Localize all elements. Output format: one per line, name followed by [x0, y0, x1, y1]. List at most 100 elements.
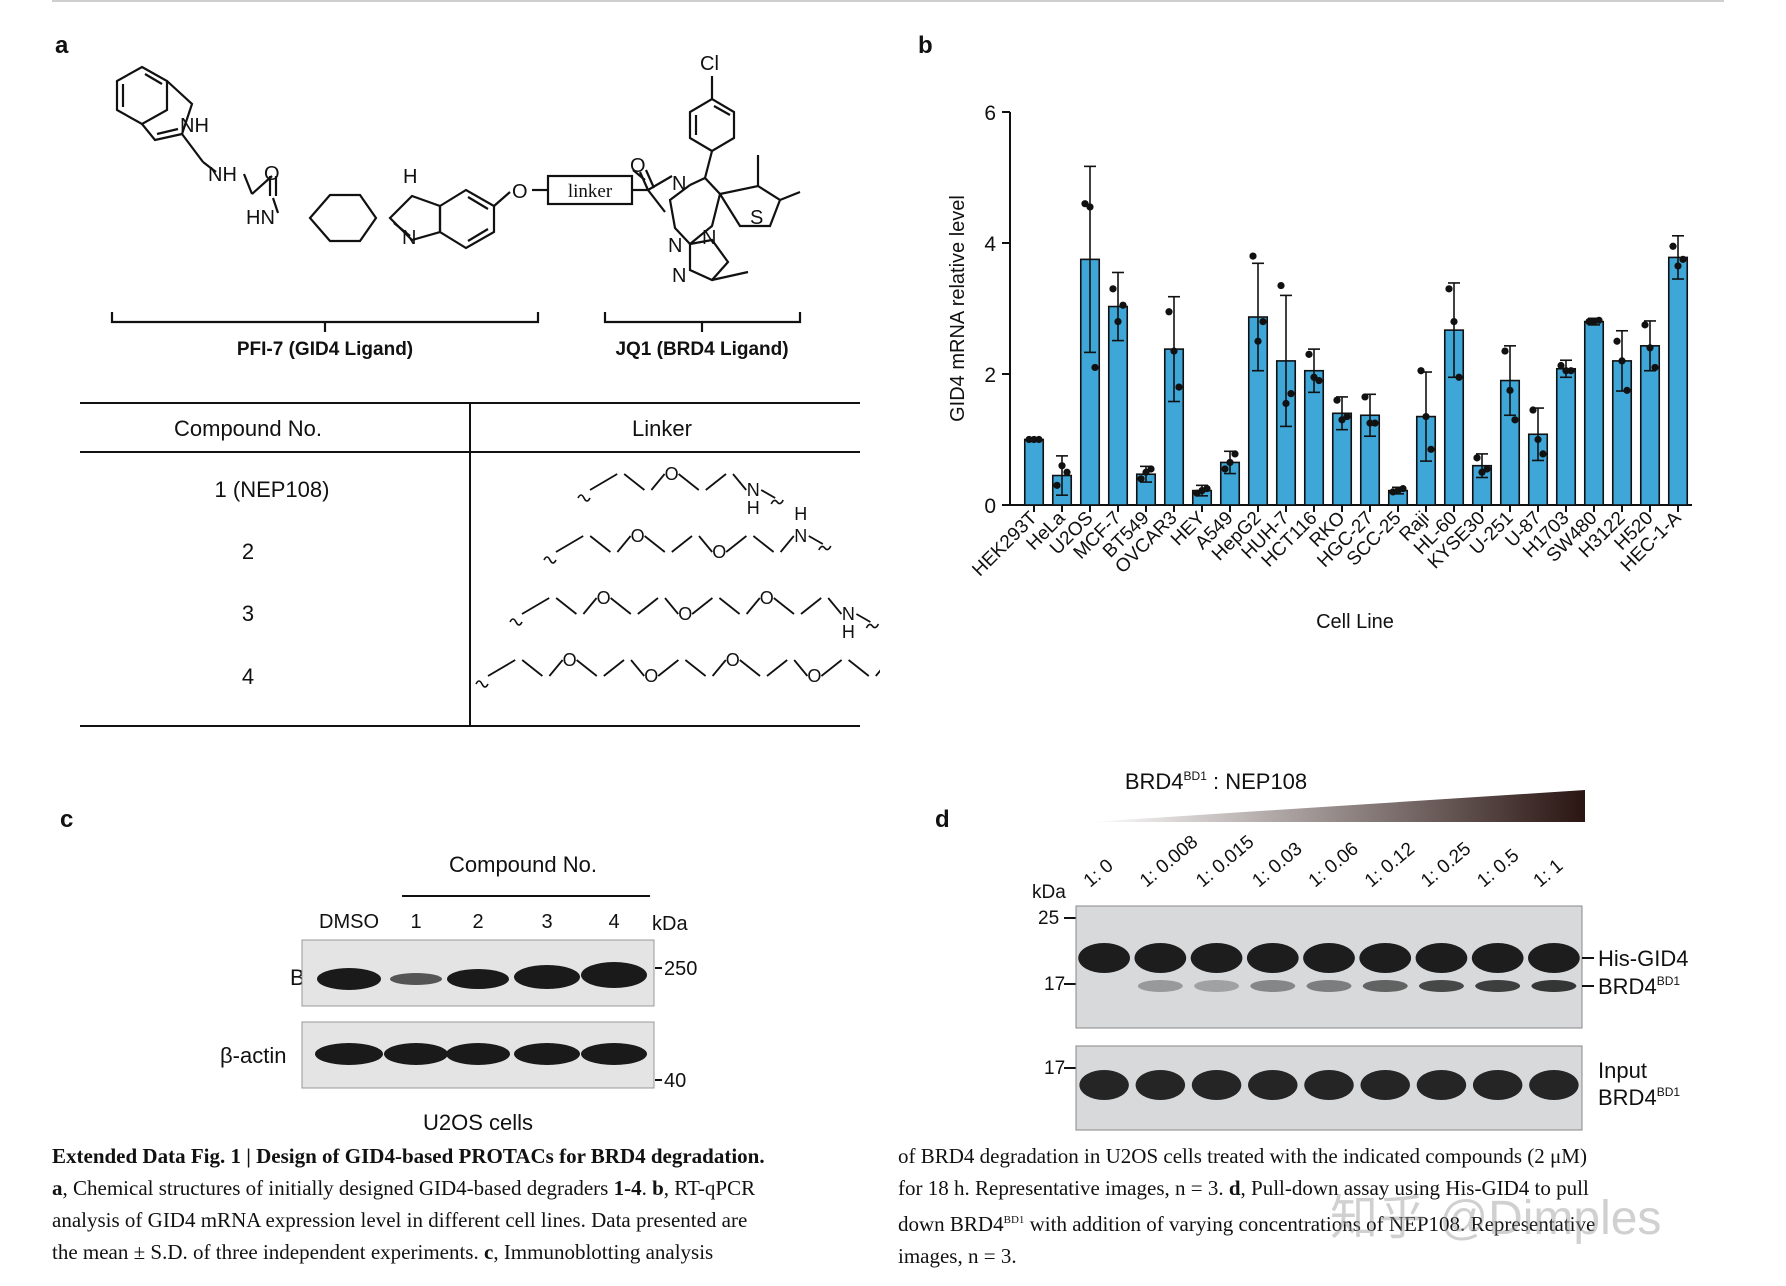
linker-bond: [664, 597, 679, 615]
ratio-label-7: 1: 0.25: [1417, 838, 1475, 891]
band-brd4-bd1-2: [1137, 980, 1183, 992]
band-input-8: [1472, 1070, 1523, 1100]
marker-d-17: 17: [1044, 974, 1065, 995]
point-H520-3: [1651, 363, 1659, 372]
linker-bond: [616, 535, 632, 553]
linker-text: linker: [568, 181, 613, 202]
point-OVCAR3-3: [1175, 383, 1183, 391]
linker-oxygen: O: [563, 650, 577, 670]
caption-right-concentrations: with addition of varying concentrations …: [1024, 1212, 1596, 1236]
ratio-label-1: 1: 0: [1080, 855, 1118, 891]
caption-left-rtqpcr: , RT-qPCR: [663, 1176, 756, 1200]
point-HEC-1-A-1: [1669, 242, 1677, 250]
band-brd4-bd1-6: [1362, 980, 1408, 992]
band-his-gid4-9: [1528, 943, 1580, 973]
point-U-87-3: [1539, 450, 1547, 458]
linker-bond: [691, 597, 713, 615]
lane-3: 3: [541, 911, 552, 933]
linker-oxygen: O: [807, 666, 821, 686]
linker-wavy-end-2: [818, 545, 832, 551]
caption-left-line1: , Chemical structures of initially desig…: [62, 1176, 614, 1200]
kda-label-c: kDa: [652, 913, 688, 935]
point-HUH-7-2: [1282, 399, 1290, 408]
label-input-brd4-sup: BD1: [1657, 1085, 1681, 1099]
linker-bond: [671, 535, 693, 553]
ratio-label-2: 1: 0.008: [1136, 832, 1202, 892]
linker-bond: [684, 659, 707, 677]
linker-bond: [848, 659, 870, 677]
caption-right: of BRD4 degradation in U2OS cells treate…: [898, 1140, 1738, 1272]
atom-n-diazepine: N: [672, 173, 686, 195]
linker-bond: [521, 659, 543, 677]
marker-d-25: 25: [1038, 908, 1059, 929]
linker-bond: [630, 659, 645, 677]
point-H3122-1: [1613, 337, 1621, 345]
linker-bond: [589, 535, 611, 553]
band-input-2: [1135, 1070, 1186, 1100]
linker-bond: [752, 535, 775, 553]
linker-bond: [678, 473, 700, 491]
point-HEC-1-A-3: [1679, 255, 1687, 263]
linker-bond: [732, 473, 747, 491]
linker-wavy-start-1: [577, 494, 591, 502]
linker-nitrogen: N: [794, 526, 807, 546]
label-his-gid4: His-GID4: [1598, 946, 1688, 971]
band-input-6: [1360, 1070, 1410, 1100]
triazole-ring: [688, 238, 730, 282]
point-Raji-1: [1417, 367, 1425, 375]
linker-bond: [745, 597, 761, 615]
caption-left-period: .: [641, 1176, 653, 1200]
linker-bond: [820, 659, 843, 677]
band-input-3: [1191, 1070, 1242, 1100]
kda-label-d: kDa: [1032, 882, 1066, 903]
table-header-linker: Linker: [632, 416, 692, 441]
atom-nh-amine: NH: [208, 164, 237, 186]
linker-bond: [766, 659, 788, 677]
linker-bond-end: [760, 489, 776, 499]
band-his-gid4-1: [1078, 943, 1130, 973]
point-H3122-3: [1623, 386, 1631, 394]
point-Raji-2: [1422, 412, 1430, 421]
linker-bond: [637, 597, 659, 615]
band-his-gid4-6: [1359, 943, 1412, 973]
linker-oxygen: O: [726, 650, 740, 670]
linker-bond: [603, 659, 625, 677]
linker-oxygen: O: [712, 542, 726, 562]
band-brd4-bd1-7: [1418, 980, 1464, 992]
caption-left: Extended Data Fig. 1 | Design of GID4-ba…: [52, 1140, 882, 1268]
linker-bond: [773, 597, 795, 615]
chart-y-axis-label: GID4 mRNA relative level: [947, 195, 969, 422]
d-title-rest: : NEP108: [1207, 769, 1307, 794]
brace-left: [110, 312, 540, 324]
linker-nitrogen: N: [842, 604, 855, 624]
linker-nitrogen: N: [747, 480, 760, 500]
lane-2: 2: [472, 911, 483, 933]
linker-bond: [657, 659, 679, 677]
linker-bond: [555, 597, 577, 615]
point-Raji-3: [1427, 445, 1435, 453]
linker-oxygen: O: [631, 526, 645, 546]
table-row-3: 3: [242, 601, 254, 626]
point-HeLa-1: [1053, 481, 1061, 489]
point-U-251-3: [1511, 416, 1519, 424]
ratio-label-6: 1: 0.12: [1361, 838, 1419, 891]
atom-h-benz: H: [403, 166, 417, 188]
label-input: Input: [1598, 1058, 1647, 1083]
band-brd4-bd1-9: [1531, 980, 1577, 992]
concentration-wedge: [1090, 790, 1585, 822]
bar-H1703: [1555, 367, 1577, 506]
point-A549-1: [1221, 465, 1229, 473]
atom-cl: Cl: [700, 53, 719, 75]
band-input-1: [1079, 1070, 1129, 1100]
diazepine-ring: [668, 176, 722, 246]
point-U-251-2: [1506, 386, 1514, 394]
bar-HEK293T: [1023, 438, 1045, 506]
point-H1703-3: [1567, 367, 1575, 375]
linker-bond: [582, 597, 598, 615]
ligand-right-label: JQ1 (BRD4 Ligand): [615, 339, 788, 360]
point-HGC-27-1: [1361, 393, 1369, 401]
point-MCF-7-2: [1114, 318, 1122, 326]
caption-right-line3: down BRD4: [898, 1212, 1004, 1236]
